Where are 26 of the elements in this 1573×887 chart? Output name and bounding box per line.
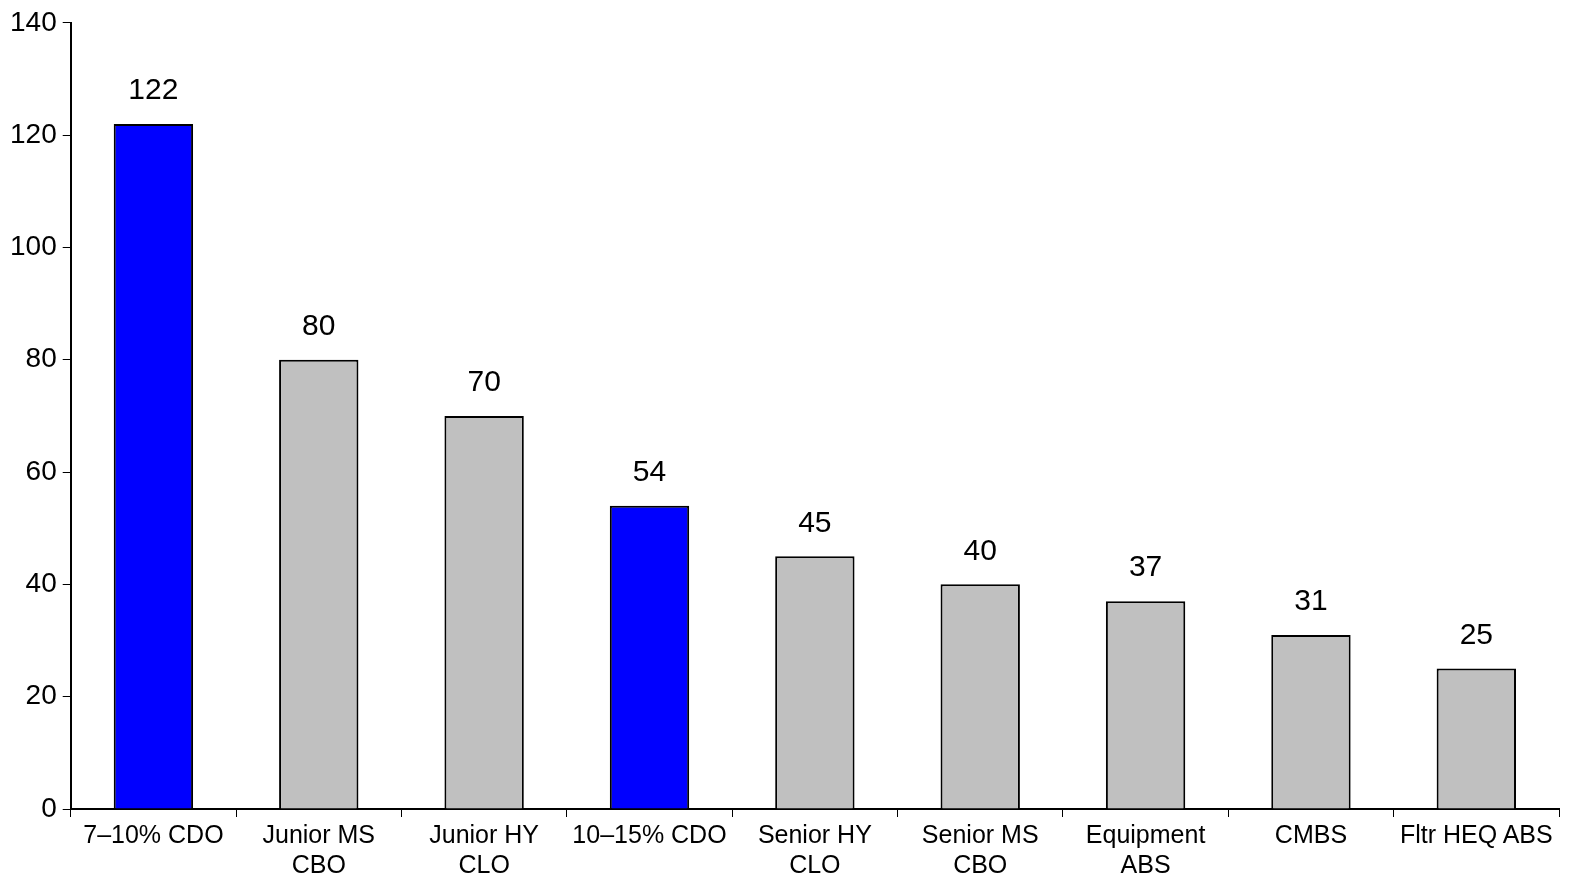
data-label: 122 [128,72,179,106]
data-label: 31 [1294,583,1328,617]
x-tick-label: Junior HY CLO [429,819,540,878]
data-label: 54 [632,454,667,488]
x-tick-label: Senior HY CLO [757,819,873,878]
y-tick-label: 80 [25,342,57,374]
x-tick-label: Junior MS CBO [262,819,376,878]
x-tick-label: 7–10% CDO [83,819,224,848]
x-tick-label: Senior MS CBO [921,819,1039,878]
data-label: 40 [963,532,997,566]
data-label: 70 [467,364,501,398]
data-label: 45 [798,504,832,538]
y-tick-label: 40 [25,567,57,599]
y-tick-label: 140 [10,5,57,37]
x-tick-label: CMBS [1274,819,1348,848]
x-tick-label: Equipment ABS [1085,819,1206,878]
y-tick-label: 0 [41,791,57,823]
data-label: 37 [1128,549,1163,583]
y-tick-label: 20 [25,679,57,711]
data-label: 80 [302,308,336,342]
x-tick-label: 10–15% CDO [572,819,727,848]
x-tick-label: Fltr HEQ ABS [1399,819,1553,848]
y-tick-label: 100 [10,230,57,262]
y-tick-label: 120 [10,117,57,149]
data-label: 25 [1459,616,1494,650]
y-tick-label: 60 [25,454,57,486]
